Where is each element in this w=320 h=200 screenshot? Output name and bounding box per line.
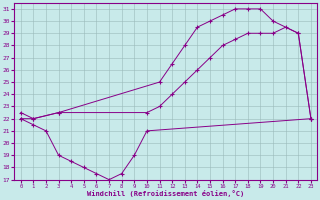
- X-axis label: Windchill (Refroidissement éolien,°C): Windchill (Refroidissement éolien,°C): [87, 190, 244, 197]
